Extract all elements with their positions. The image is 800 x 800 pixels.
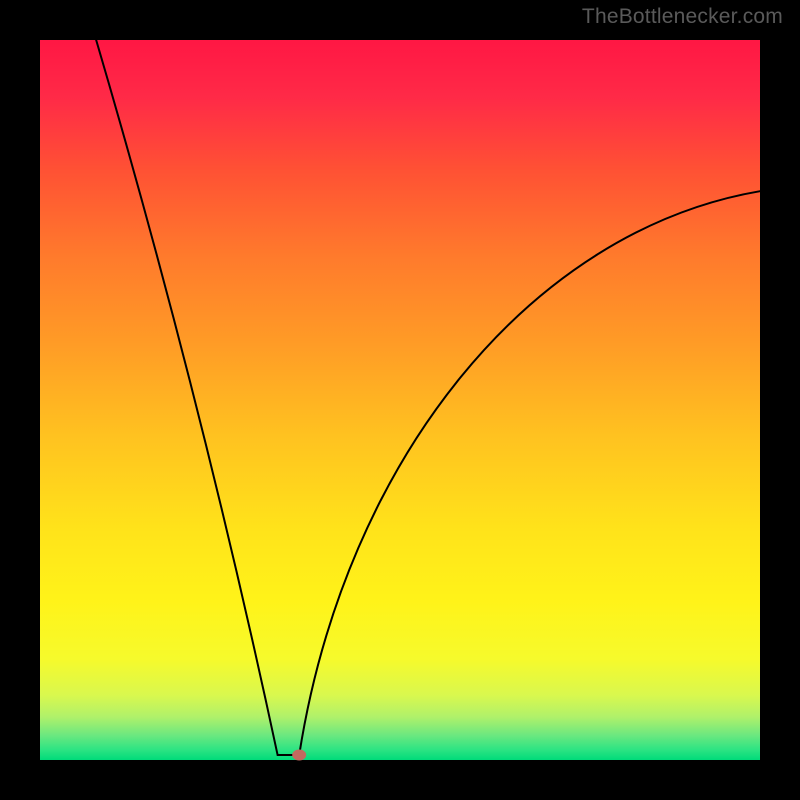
chart-container: TheBottlenecker.com (0, 0, 800, 800)
optimal-point-marker (292, 749, 306, 760)
watermark-text: TheBottlenecker.com (582, 5, 783, 29)
bottleneck-curve (96, 40, 760, 755)
plot-svg (0, 0, 800, 800)
